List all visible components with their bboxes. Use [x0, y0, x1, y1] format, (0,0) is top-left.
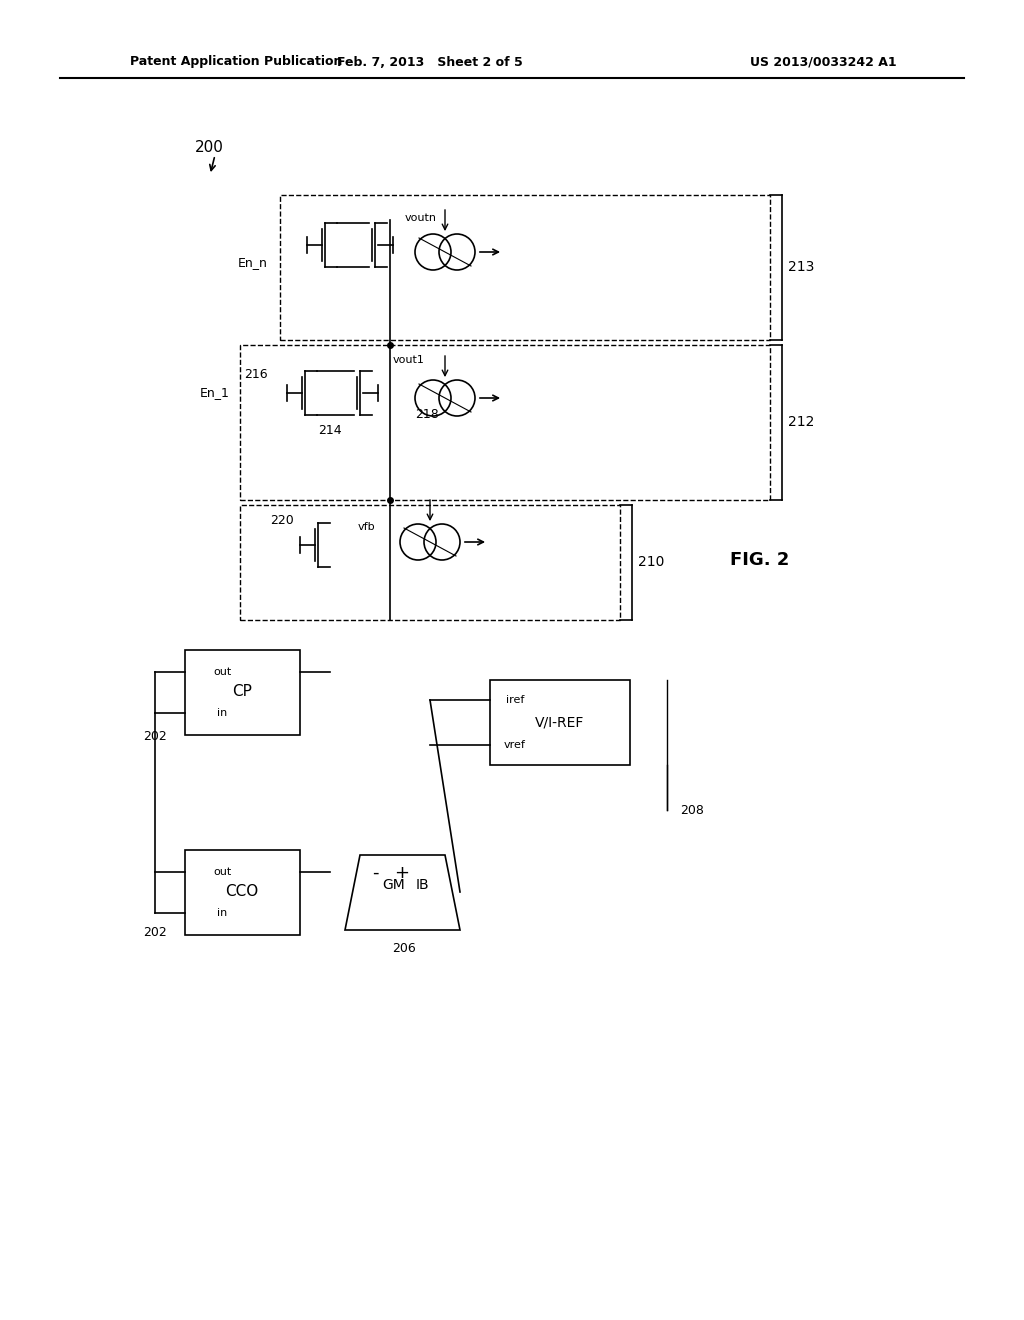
Bar	[240, 506, 620, 620]
Text: 218: 218	[415, 408, 438, 421]
Bar	[185, 649, 300, 735]
Text: Feb. 7, 2013   Sheet 2 of 5: Feb. 7, 2013 Sheet 2 of 5	[337, 55, 523, 69]
Text: 212: 212	[788, 414, 814, 429]
Text: 200: 200	[195, 140, 224, 156]
Text: in: in	[217, 908, 227, 917]
Text: 220: 220	[270, 513, 294, 527]
Text: 206: 206	[392, 941, 416, 954]
Text: CP: CP	[232, 685, 252, 700]
Text: voutn: voutn	[406, 213, 437, 223]
Bar	[185, 850, 300, 935]
Text: 202: 202	[143, 730, 167, 743]
Text: out: out	[213, 867, 231, 876]
Text: vref: vref	[504, 741, 526, 750]
Text: En_1: En_1	[200, 387, 230, 400]
Text: 210: 210	[638, 554, 665, 569]
Text: iref: iref	[506, 696, 524, 705]
Text: -: -	[372, 865, 378, 882]
Text: US 2013/0033242 A1: US 2013/0033242 A1	[750, 55, 897, 69]
Text: En_n: En_n	[239, 256, 268, 269]
Text: V/I-REF: V/I-REF	[536, 715, 585, 729]
Text: GM: GM	[383, 878, 406, 892]
Text: FIG. 2: FIG. 2	[730, 550, 790, 569]
Bar	[240, 345, 770, 500]
Text: vout1: vout1	[393, 355, 425, 366]
Text: 214: 214	[318, 424, 342, 437]
Text: vfb: vfb	[358, 521, 376, 532]
Text: out: out	[213, 667, 231, 677]
Text: 216: 216	[245, 368, 268, 381]
Text: 213: 213	[788, 260, 814, 275]
Text: +: +	[394, 865, 410, 882]
Text: 208: 208	[680, 804, 703, 817]
Bar	[490, 680, 630, 766]
Text: in: in	[217, 708, 227, 718]
Text: CCO: CCO	[225, 884, 259, 899]
Text: 202: 202	[143, 925, 167, 939]
Text: Patent Application Publication: Patent Application Publication	[130, 55, 342, 69]
Text: IB: IB	[415, 878, 429, 892]
Bar	[280, 195, 770, 341]
